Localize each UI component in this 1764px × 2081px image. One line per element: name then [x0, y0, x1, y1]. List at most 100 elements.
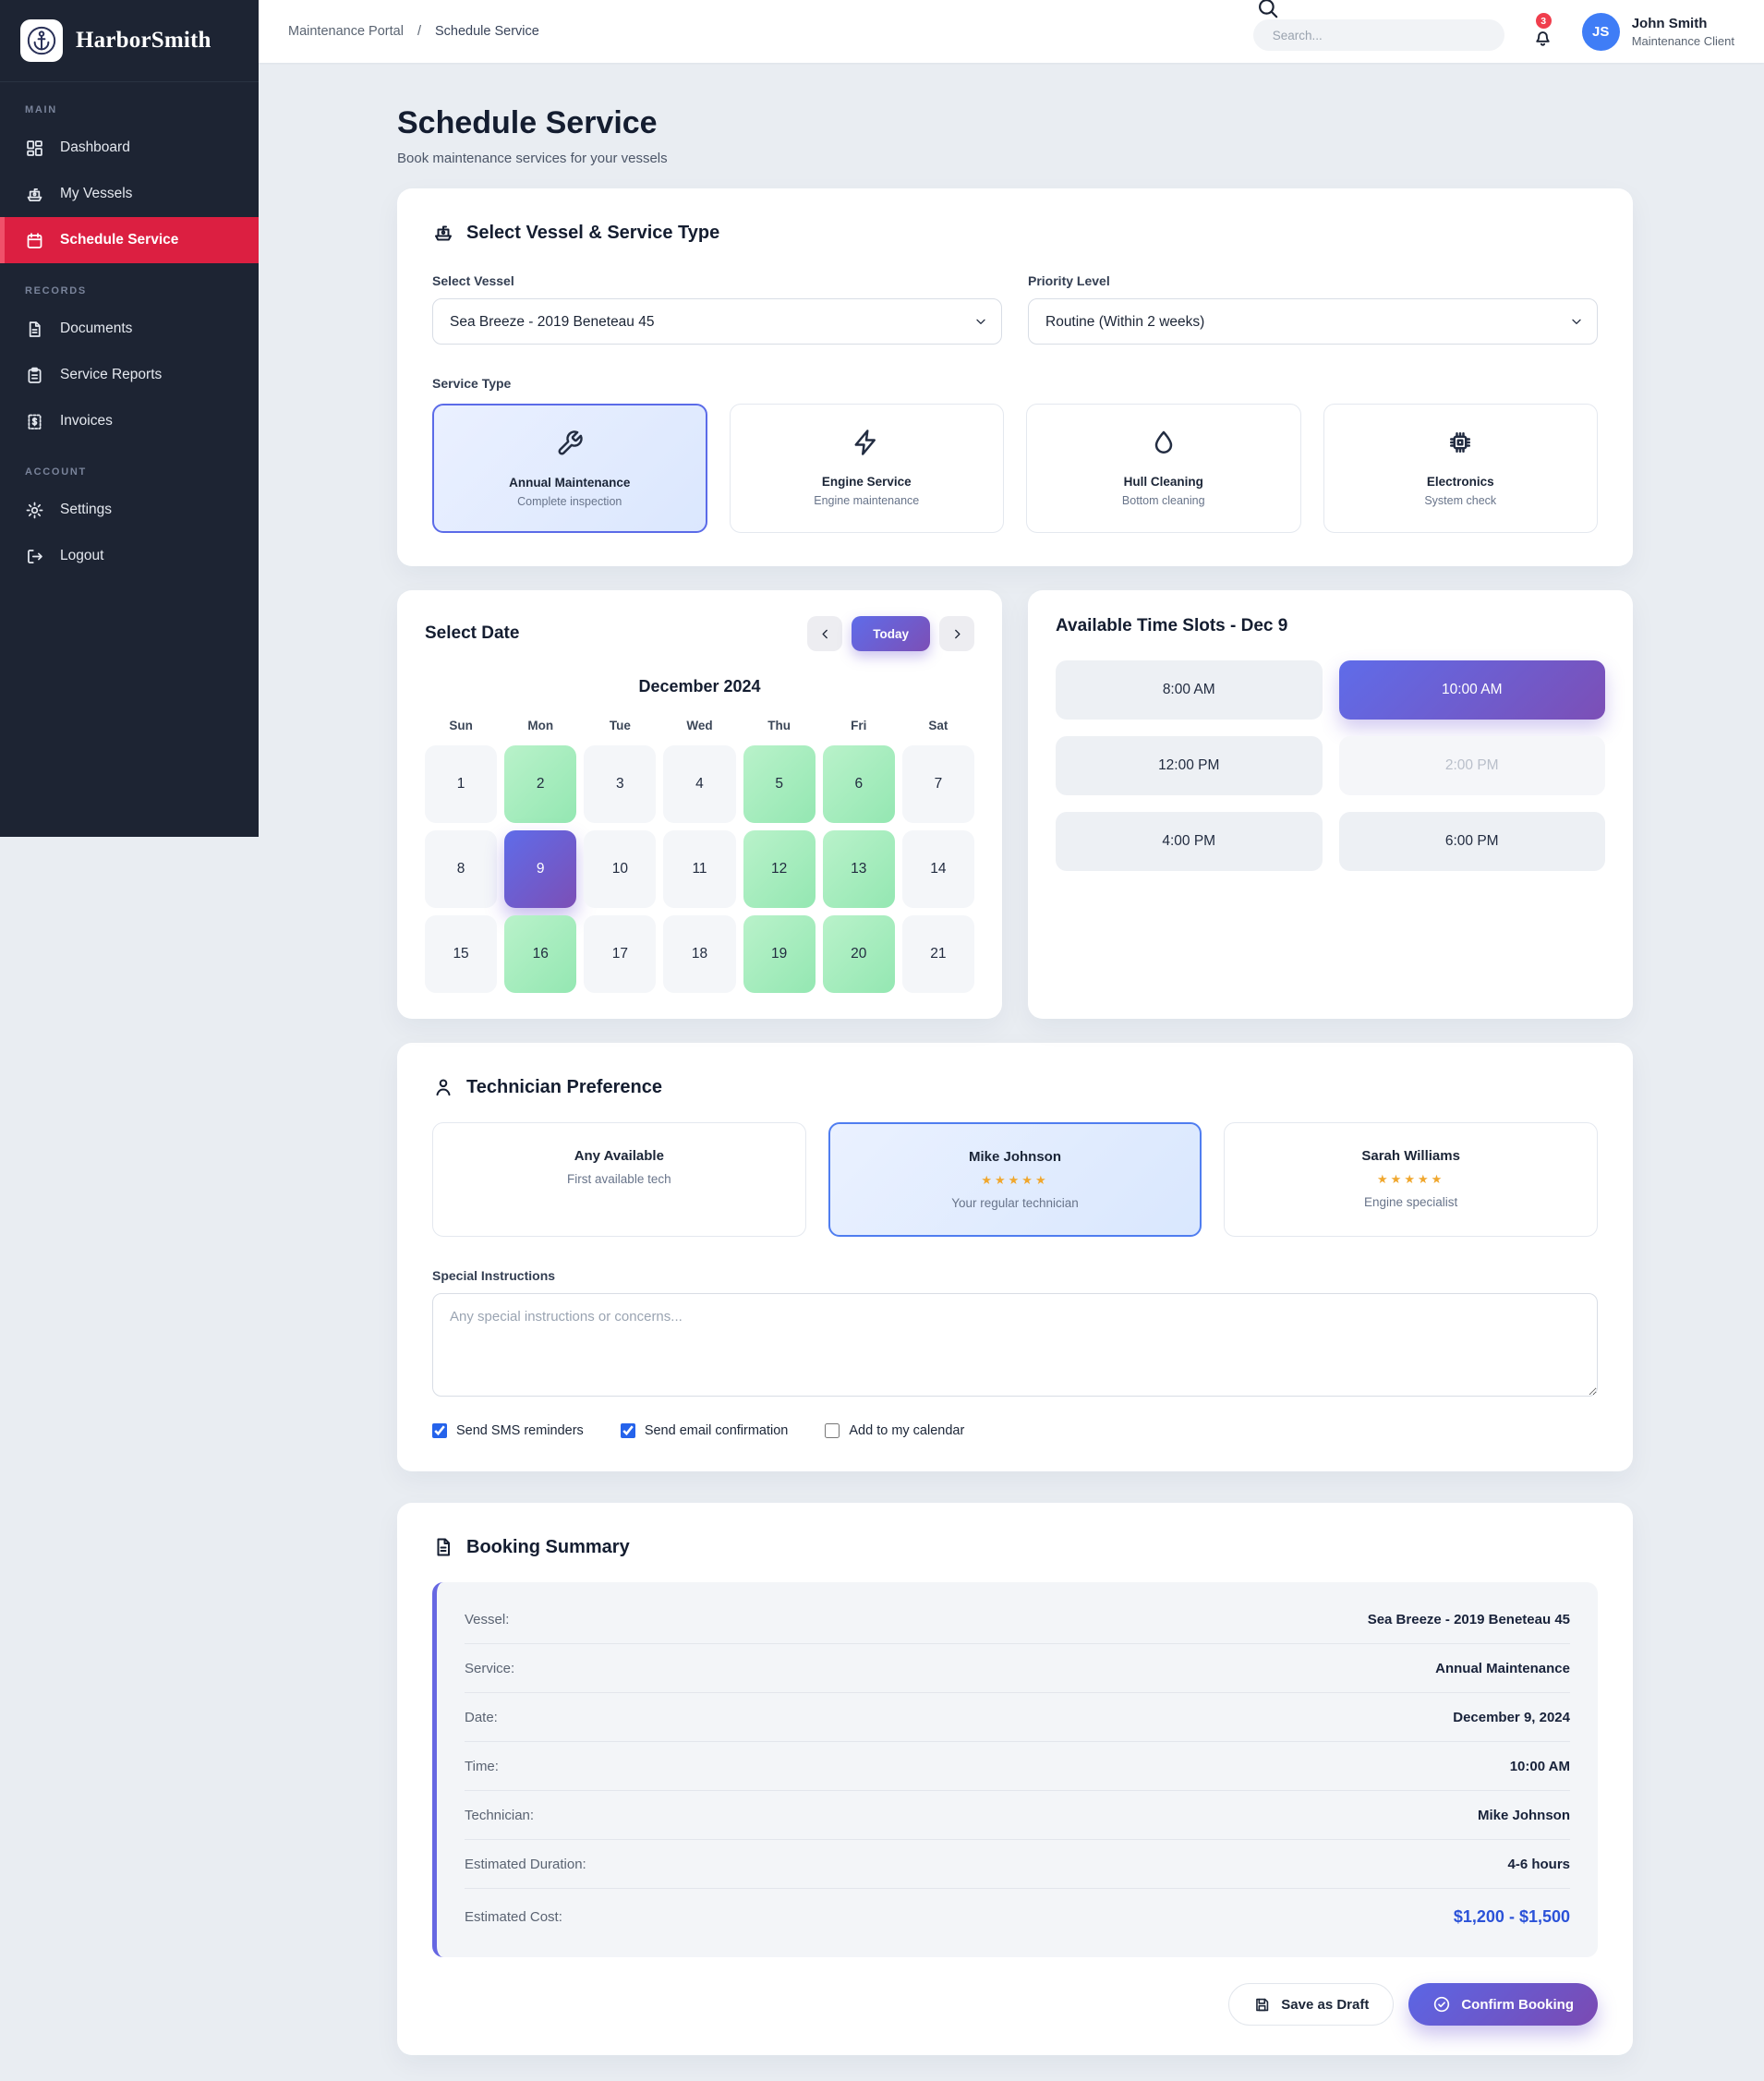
save-draft-button[interactable]: Save as Draft	[1228, 1983, 1395, 2026]
reminder-checkbox[interactable]	[825, 1423, 840, 1438]
special-instructions-input[interactable]	[432, 1293, 1598, 1397]
sidebar-item[interactable]: Schedule Service	[0, 217, 259, 263]
time-slot[interactable]: 12:00 PM	[1056, 736, 1323, 795]
time-slot[interactable]: 4:00 PM	[1056, 812, 1323, 871]
technician-option[interactable]: Mike Johnson ★★★★★ Your regular technici…	[828, 1122, 1202, 1237]
calendar-prev-button[interactable]	[807, 616, 843, 651]
sidebar-item-label: Logout	[60, 548, 104, 563]
reminder-option[interactable]: Send email confirmation	[620, 1423, 788, 1438]
summary-label: Date:	[465, 1709, 498, 1725]
calendar-day[interactable]: 6	[822, 745, 895, 823]
vessel-select[interactable]: Sea Breeze - 2019 Beneteau 45	[432, 298, 1002, 345]
confirm-booking-button[interactable]: Confirm Booking	[1408, 1983, 1598, 2026]
notifications-button[interactable]: 3	[1532, 11, 1554, 48]
sidebar-item[interactable]: Settings	[0, 487, 259, 533]
sidebar-item[interactable]: Dashboard	[0, 125, 259, 171]
file-text-icon	[432, 1536, 454, 1558]
weekday-label: Sat	[928, 719, 948, 732]
technician-option[interactable]: Sarah Williams ★★★★★ Engine specialist	[1224, 1122, 1598, 1237]
summary-row: Estimated Cost: $1,200 - $1,500	[465, 1889, 1570, 1944]
calendar-day[interactable]: 3	[584, 745, 657, 823]
calendar-day[interactable]: 20	[822, 915, 895, 993]
calendar-day[interactable]: 16	[504, 915, 577, 993]
breadcrumb-parent[interactable]: Maintenance Portal	[288, 24, 404, 39]
notification-badge: 3	[1533, 11, 1553, 30]
calendar-day[interactable]: 5	[743, 745, 816, 823]
time-slot[interactable]: 2:00 PM	[1338, 736, 1605, 795]
calendar-day[interactable]: 2	[504, 745, 577, 823]
search	[1252, 0, 1504, 51]
reminder-checkbox[interactable]	[432, 1423, 447, 1438]
weekday-label: Fri	[851, 719, 867, 732]
today-button[interactable]: Today	[852, 616, 930, 651]
reminder-option[interactable]: Add to my calendar	[825, 1423, 964, 1438]
sidebar-section-label: RECORDS	[25, 285, 87, 296]
user-role: Maintenance Client	[1631, 33, 1734, 48]
priority-select[interactable]: Routine (Within 2 weeks)	[1028, 298, 1598, 345]
section-title: Booking Summary	[466, 1536, 630, 1557]
calendar-day[interactable]: 12	[743, 830, 816, 908]
calendar-day[interactable]: 21	[901, 915, 974, 993]
calendar-day[interactable]: 7	[901, 745, 974, 823]
summary-label: Estimated Duration:	[465, 1856, 586, 1872]
technician-desc: Engine specialist	[1364, 1195, 1458, 1209]
calendar-day[interactable]: 4	[663, 745, 736, 823]
sidebar-item[interactable]: Invoices	[0, 398, 259, 444]
calendar-day[interactable]: 19	[743, 915, 816, 993]
sidebar-item[interactable]: Documents	[0, 306, 259, 352]
sidebar-item-label: Schedule Service	[60, 232, 179, 248]
select-vessel-label: Select Vessel	[432, 273, 514, 288]
summary-value: 4-6 hours	[1507, 1856, 1570, 1872]
summary-value: December 9, 2024	[1453, 1709, 1570, 1725]
search-input[interactable]	[1252, 19, 1504, 51]
calendar-day[interactable]: 8	[425, 830, 498, 908]
sidebar-item[interactable]: My Vessels	[0, 171, 259, 217]
summary-label: Time:	[465, 1758, 499, 1774]
summary-value: Mike Johnson	[1477, 1807, 1570, 1823]
calendar-day[interactable]: 15	[425, 915, 498, 993]
summary-row: Service: Annual Maintenance	[465, 1644, 1570, 1693]
section-title: Select Vessel & Service Type	[466, 222, 720, 243]
service-desc: Engine maintenance	[814, 494, 920, 507]
time-slot[interactable]: 10:00 AM	[1338, 660, 1605, 720]
sidebar-item[interactable]: Service Reports	[0, 352, 259, 398]
vessel-service-card: Select Vessel & Service Type Select Vess…	[397, 188, 1633, 566]
calendar-day[interactable]: 18	[663, 915, 736, 993]
summary-label: Service:	[465, 1660, 515, 1676]
boat-icon	[432, 222, 454, 244]
calendar-day[interactable]: 1	[425, 745, 498, 823]
page-title: Schedule Service	[397, 105, 658, 140]
service-type-card[interactable]: Electronics System check	[1323, 404, 1598, 533]
calendar-next-button[interactable]	[939, 616, 974, 651]
sidebar-item[interactable]: Logout	[0, 533, 259, 579]
calendar-title: Select Date	[425, 623, 520, 643]
page-subtitle: Book maintenance services for your vesse…	[397, 151, 668, 166]
breadcrumb: Maintenance Portal / Schedule Service	[288, 24, 539, 39]
calendar-day[interactable]: 9	[504, 830, 577, 908]
time-slot[interactable]: 8:00 AM	[1056, 660, 1323, 720]
service-type-card[interactable]: Hull Cleaning Bottom cleaning	[1026, 404, 1301, 533]
reminder-option[interactable]: Send SMS reminders	[432, 1423, 584, 1438]
calendar-day[interactable]: 10	[584, 830, 657, 908]
service-type-card[interactable]: Annual Maintenance Complete inspection	[432, 404, 707, 533]
sidebar-section-label: ACCOUNT	[25, 466, 87, 478]
service-type-label: Service Type	[432, 376, 512, 391]
sidebar-section-label: MAIN	[25, 104, 57, 115]
calendar-day[interactable]: 13	[822, 830, 895, 908]
calendar-day[interactable]: 14	[901, 830, 974, 908]
user-menu[interactable]: JS John Smith Maintenance Client	[1581, 12, 1734, 51]
technician-option[interactable]: Any Available First available tech	[432, 1122, 806, 1237]
service-name: Engine Service	[821, 475, 912, 489]
calendar-day[interactable]: 11	[663, 830, 736, 908]
summary-value: 10:00 AM	[1509, 1758, 1570, 1774]
summary-row: Vessel: Sea Breeze - 2019 Beneteau 45	[465, 1595, 1570, 1644]
calendar-day[interactable]: 17	[584, 915, 657, 993]
reminder-checkbox[interactable]	[620, 1423, 635, 1438]
sidebar-item-label: Invoices	[60, 413, 113, 429]
calendar-month-label: December 2024	[638, 677, 761, 696]
chip-icon	[1446, 429, 1474, 456]
service-type-card[interactable]: Engine Service Engine maintenance	[729, 404, 1004, 533]
time-slots-card: Available Time Slots - Dec 9 8:00 AM 10:0…	[1028, 590, 1633, 1019]
time-slot[interactable]: 6:00 PM	[1338, 812, 1605, 871]
sidebar-section-main: MAIN Dashboard My Vessels Schedule Servi…	[0, 104, 259, 263]
